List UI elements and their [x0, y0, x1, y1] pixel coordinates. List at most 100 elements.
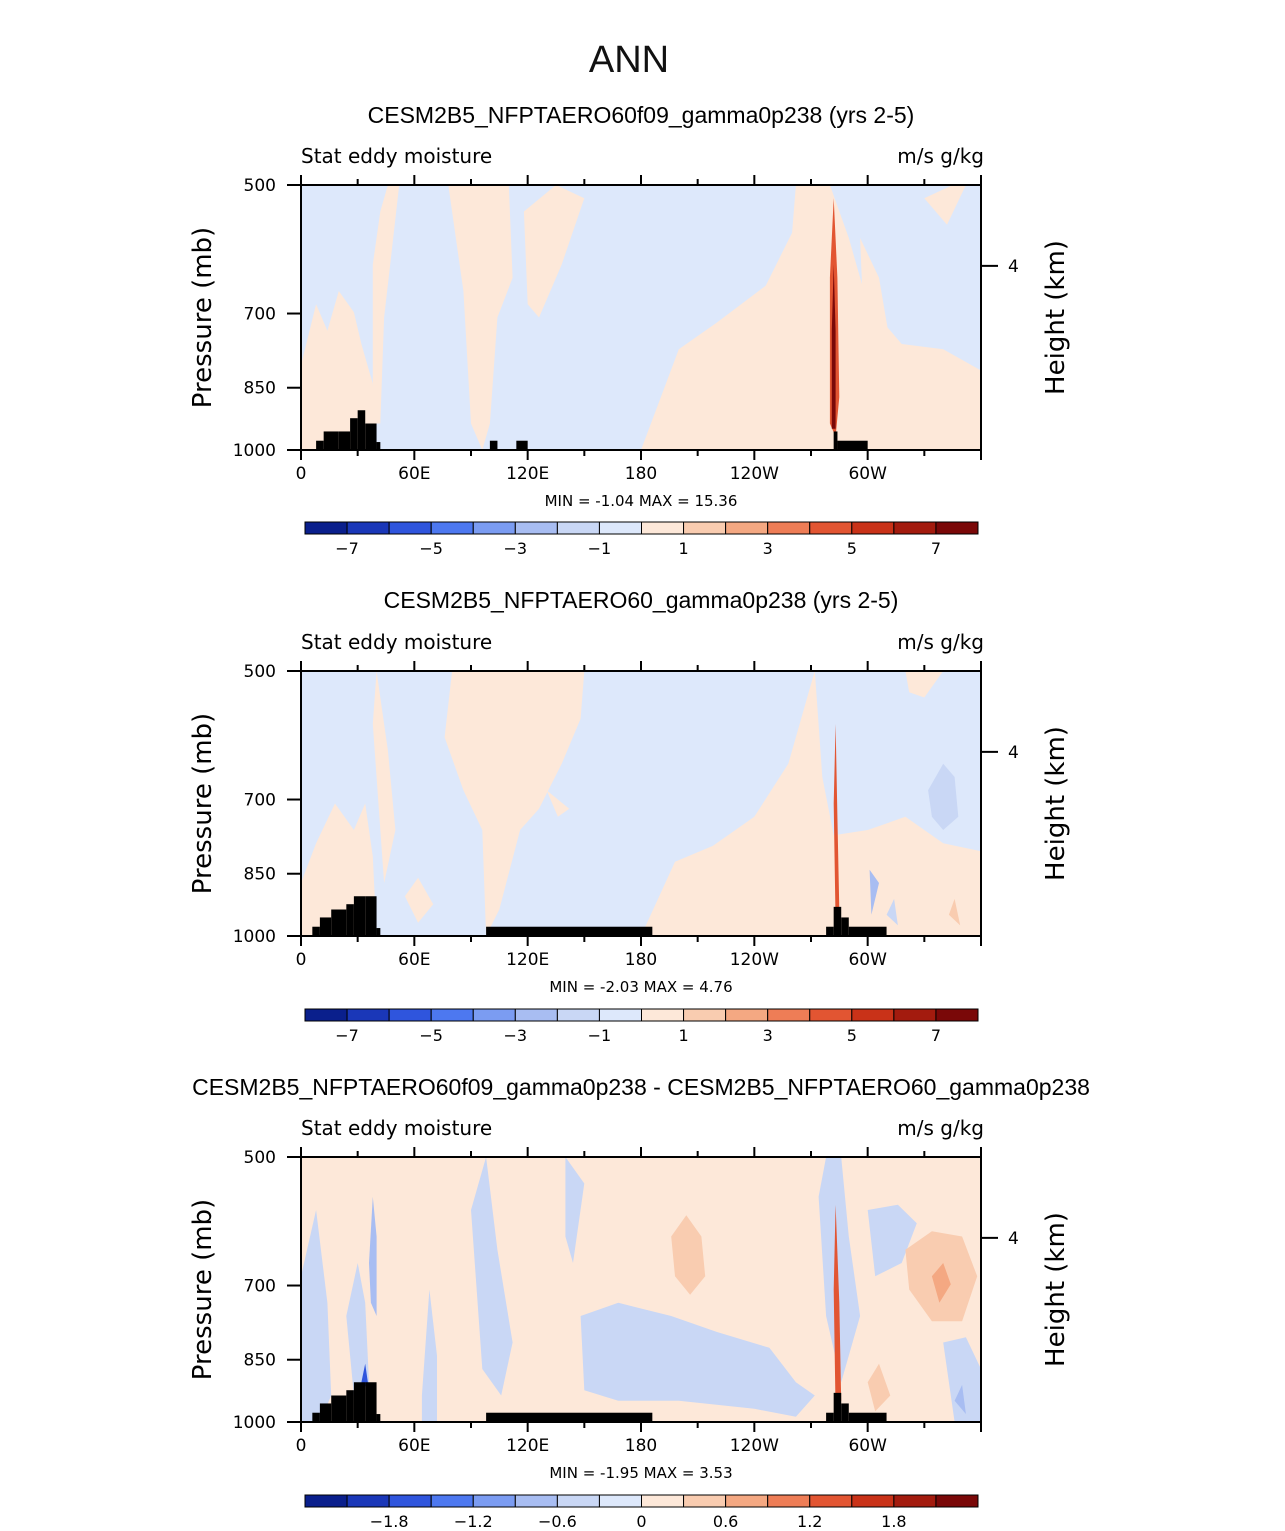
- contour-region-pos: [448, 185, 513, 450]
- contour-region-pos: [860, 238, 891, 397]
- y-axis-label: Pressure (mb): [188, 713, 218, 894]
- contour-region-neg: [928, 763, 959, 830]
- y-tick-label: 500: [244, 1148, 276, 1168]
- colorbar-box: [472, 1008, 516, 1022]
- y-axis-label-right: Height (km): [1041, 726, 1071, 881]
- x-tick-label: 0: [296, 950, 307, 970]
- colorbar-box: [851, 1008, 895, 1022]
- contour-region-pos: [444, 671, 585, 936]
- contour-region-neg: [565, 1157, 585, 1263]
- colorbar-box: [641, 521, 685, 535]
- land-mask: [350, 418, 358, 450]
- land-mask: [486, 1412, 653, 1422]
- colorbar-label: 7: [931, 1026, 941, 1045]
- contour-region-hot2: [831, 264, 836, 429]
- colorbar-label: 7: [931, 539, 941, 558]
- colorbar-box: [472, 521, 516, 535]
- land-mask: [316, 440, 324, 450]
- y-axis-label: Pressure (mb): [188, 1199, 218, 1380]
- panel-2: CESM2B5_NFPTAERO60_gamma0p238 (yrs 2-5) S…: [188, 587, 1071, 1045]
- page-title: ANN: [589, 39, 669, 81]
- colorbar-box: [388, 1008, 432, 1022]
- colorbar-label: 0.6: [713, 1512, 738, 1531]
- colorbar-box: [851, 521, 895, 535]
- colorbar-box: [851, 1494, 895, 1508]
- panel-title: CESM2B5_NFPTAERO60f09_gamma0p238 (yrs 2-…: [368, 102, 915, 128]
- land-mask: [338, 431, 351, 450]
- land-mask: [833, 431, 838, 450]
- y-tick-label: 500: [244, 662, 276, 682]
- contour-region-pos3: [931, 1263, 951, 1303]
- colorbar-box: [641, 1494, 685, 1508]
- contour-region-neg: [471, 1157, 513, 1396]
- panel-title: CESM2B5_NFPTAERO60f09_gamma0p238 - CESM2…: [192, 1074, 1090, 1100]
- colorbar-box: [304, 1494, 348, 1508]
- colorbar-box: [935, 521, 979, 535]
- contour-field: [301, 671, 981, 936]
- land-mask: [833, 1392, 842, 1422]
- y-tick-label: 1000: [233, 927, 276, 947]
- land-mask: [319, 917, 332, 936]
- panel-subtitle-right: m/s g/kg: [897, 144, 984, 168]
- contour-field: [301, 1157, 981, 1422]
- panel-subtitle-left: Stat eddy moisture: [301, 144, 492, 168]
- contour-region-neg: [943, 1337, 981, 1422]
- colorbar-box: [598, 1494, 642, 1508]
- panel-1: CESM2B5_NFPTAERO60f09_gamma0p238 (yrs 2-…: [188, 102, 1071, 558]
- land-mask: [826, 926, 834, 936]
- contour-region-pos: [372, 671, 396, 883]
- colorbar-box: [767, 521, 811, 535]
- colorbar-label: −7: [335, 539, 359, 558]
- x-tick-label: 120W: [730, 950, 779, 970]
- colorbar-label: 1: [678, 539, 688, 558]
- x-tick-label: 60W: [848, 1436, 887, 1456]
- land-mask: [331, 909, 347, 936]
- y-tick-label: 850: [244, 865, 276, 885]
- land-mask: [489, 440, 498, 450]
- y-tick-label: 700: [244, 305, 276, 325]
- contour-region-neg: [301, 1210, 332, 1422]
- contour-region-hot: [833, 1204, 842, 1412]
- min-max-stats: MIN = -1.95 MAX = 3.53: [549, 1464, 732, 1482]
- colorbar-label: 1: [678, 1026, 688, 1045]
- colorbar-box: [388, 1494, 432, 1508]
- colorbar-label: −7: [335, 1026, 359, 1045]
- colorbar-box: [767, 1008, 811, 1022]
- colorbar-label: 3: [763, 1026, 773, 1045]
- colorbar-label: −1.2: [454, 1512, 493, 1531]
- colorbar-label: 5: [847, 1026, 857, 1045]
- colorbar-box: [556, 1008, 600, 1022]
- land-mask: [837, 440, 868, 450]
- contour-region-pos: [769, 431, 785, 445]
- colorbar-label: −1: [588, 539, 612, 558]
- colorbar-label: −5: [419, 1026, 443, 1045]
- x-tick-label: 180: [625, 1436, 657, 1456]
- land-mask: [331, 1395, 347, 1422]
- contour-region-pos: [546, 790, 570, 817]
- colorbar-box: [893, 521, 937, 535]
- colorbar-box: [683, 1494, 727, 1508]
- contour-region-pos: [641, 185, 981, 450]
- colorbar-box: [725, 521, 769, 535]
- land-mask: [323, 431, 339, 450]
- land-mask: [365, 896, 377, 936]
- colorbar-box: [304, 1008, 348, 1022]
- land-mask: [312, 926, 320, 936]
- colorbar-box: [346, 1008, 390, 1022]
- colorbar-box: [514, 1008, 558, 1022]
- contour-region-neg: [580, 1302, 815, 1417]
- land-mask: [365, 423, 377, 450]
- panel-3: CESM2B5_NFPTAERO60f09_gamma0p238 - CESM2…: [188, 1074, 1090, 1531]
- land-mask: [516, 440, 528, 450]
- colorbar-label: −5: [419, 539, 443, 558]
- contour-region-pos: [905, 671, 944, 698]
- x-tick-label: 0: [296, 1436, 307, 1456]
- x-tick-label: 0: [296, 464, 307, 484]
- colorbar-label: 0: [636, 1512, 646, 1531]
- colorbar-box: [388, 521, 432, 535]
- colorbar-box: [556, 1494, 600, 1508]
- panel-subtitle-left: Stat eddy moisture: [301, 630, 492, 654]
- colorbar-box: [430, 521, 474, 535]
- land-mask: [841, 917, 849, 936]
- colorbar-box: [893, 1008, 937, 1022]
